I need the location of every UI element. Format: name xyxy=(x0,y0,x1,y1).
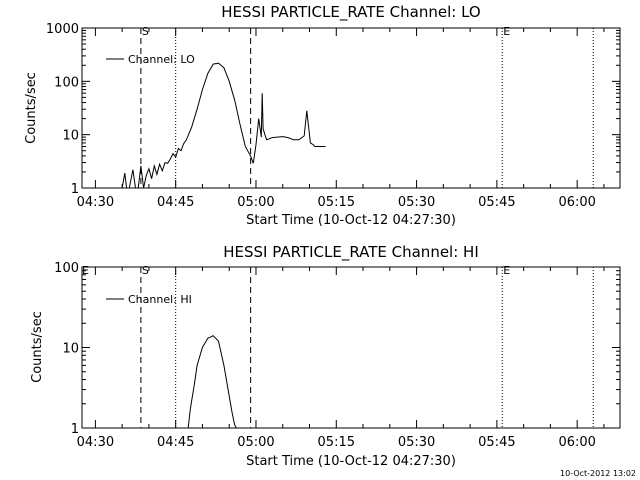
y-tick-label: 100 xyxy=(54,75,79,90)
chart-title: HESSI PARTICLE_RATE Channel: LO xyxy=(221,3,480,22)
x-tick-label: 05:30 xyxy=(398,195,435,210)
series-line-hi xyxy=(187,335,237,429)
corner-marker-label: E xyxy=(82,264,89,277)
y-axis-label: Counts/sec xyxy=(30,311,45,383)
marker-label: S xyxy=(142,25,149,38)
plot-frame xyxy=(81,266,621,429)
x-tick-label: 04:30 xyxy=(77,195,114,210)
x-tick-label: 06:00 xyxy=(558,195,595,210)
series-line-lo xyxy=(121,62,326,189)
y-tick-labels: 1 10 100 1000 xyxy=(46,22,79,197)
x-tick-label: 05:00 xyxy=(237,435,274,450)
y-tick-label: 100 xyxy=(54,261,79,276)
marker-label: S xyxy=(142,264,149,277)
x-tick-label: 05:30 xyxy=(398,435,435,450)
y-tick-labels: 1 10 100 xyxy=(54,261,79,437)
x-tick-label: 05:45 xyxy=(478,435,515,450)
y-tick-label: 1 xyxy=(71,182,79,197)
y-tick-label: 1000 xyxy=(46,22,79,37)
x-tick-label: 05:00 xyxy=(237,195,274,210)
footer-timestamp: 10-Oct-2012 13:02 xyxy=(560,469,636,478)
marker-label: E xyxy=(503,264,510,277)
plot-frame xyxy=(81,27,621,189)
legend-label: Channel: LO xyxy=(128,53,195,66)
x-tick-labels: 04:30 04:45 05:00 05:15 05:30 05:45 06:00 xyxy=(77,195,596,210)
x-axis-label: Start Time (10-Oct-12 04:27:30) xyxy=(246,213,456,228)
y-tick-label: 10 xyxy=(62,129,79,144)
x-tick-label: 05:45 xyxy=(478,195,515,210)
x-tick-labels: 04:30 04:45 05:00 05:15 05:30 05:45 06:00 xyxy=(77,435,596,450)
y-tick-label: 1 xyxy=(71,422,79,437)
x-tick-label: 04:45 xyxy=(157,435,194,450)
y-tick-label: 10 xyxy=(62,342,79,357)
x-tick-label: 04:45 xyxy=(157,195,194,210)
x-axis-label: Start Time (10-Oct-12 04:27:30) xyxy=(246,454,456,469)
y-axis-label: Counts/sec xyxy=(24,72,39,144)
x-tick-label: 05:15 xyxy=(318,435,355,450)
hi-channel-panel: HESSI PARTICLE_RATE Channel: HI 1 10 100 0… xyxy=(30,243,621,469)
x-tick-label: 06:00 xyxy=(558,435,595,450)
lo-channel-panel: HESSI PARTICLE_RATE Channel: LO 1 10 100 10… xyxy=(24,3,621,228)
x-tick-label: 05:15 xyxy=(318,195,355,210)
x-tick-label: 04:30 xyxy=(77,435,114,450)
chart-title: HESSI PARTICLE_RATE Channel: HI xyxy=(223,243,479,262)
legend-label: Channel: HI xyxy=(128,293,192,306)
marker-label: E xyxy=(503,25,510,38)
